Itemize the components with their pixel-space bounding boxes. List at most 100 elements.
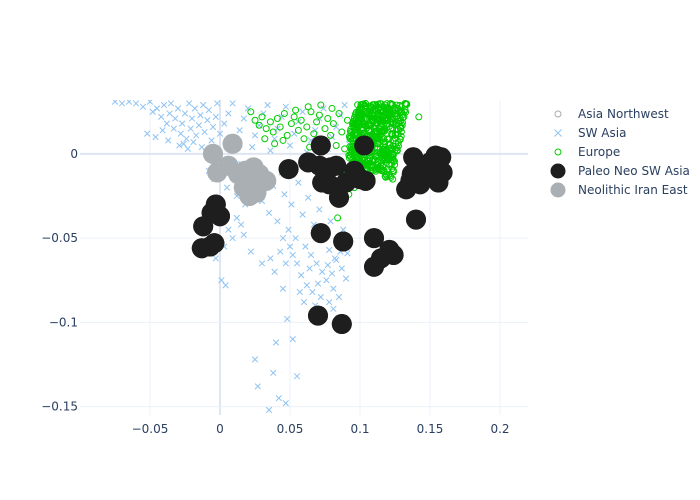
data-point [327, 131, 335, 139]
data-point [365, 159, 373, 167]
data-point [338, 128, 346, 136]
data-point [111, 100, 119, 105]
data-point [396, 125, 404, 133]
data-point [271, 268, 278, 275]
x-tick-label: 0.15 [417, 422, 444, 436]
data-point [312, 127, 319, 134]
data-point [373, 107, 381, 115]
data-point [174, 105, 182, 112]
data-point [368, 103, 376, 111]
data-point [299, 211, 306, 218]
data-point [152, 133, 159, 141]
data-point [200, 101, 207, 109]
data-point [378, 154, 386, 162]
data-point [209, 123, 217, 131]
data-point [286, 142, 294, 149]
data-point [278, 113, 285, 120]
data-point [383, 244, 404, 265]
data-point [149, 108, 156, 115]
data-point [371, 156, 379, 164]
data-point [304, 103, 312, 111]
data-point [331, 314, 352, 335]
data-point [167, 100, 175, 107]
data-point [376, 106, 384, 114]
data-point [313, 118, 321, 126]
data-point [396, 136, 404, 144]
data-point [351, 152, 359, 160]
data-point [386, 172, 394, 180]
data-point [261, 135, 269, 143]
data-point [247, 248, 254, 255]
series-europe-dense [345, 100, 411, 183]
data-point [384, 166, 392, 174]
data-point [380, 113, 388, 121]
data-point [278, 159, 299, 180]
data-point [389, 107, 397, 115]
data-point [183, 135, 190, 142]
data-point [229, 234, 236, 242]
data-point [244, 105, 252, 112]
data-point [225, 110, 232, 117]
data-point [205, 106, 212, 114]
data-point [329, 120, 337, 128]
data-point [176, 142, 183, 149]
data-point [195, 122, 203, 129]
data-point [432, 162, 453, 183]
data-point [240, 115, 247, 122]
data-point [309, 288, 316, 296]
legend-item: SW Asia [554, 126, 626, 140]
y-tick-label: −0.1 [49, 315, 78, 329]
data-point [279, 136, 287, 144]
legend-item: Neolithic Iran East [550, 182, 688, 198]
legend: Asia Northwest SW Asia Europe Paleo Neo SW … [550, 107, 690, 198]
legend-label: Neolithic Iran East [578, 183, 688, 197]
data-point [334, 214, 342, 222]
data-point [297, 116, 305, 124]
data-point [343, 116, 351, 124]
y-axis-ticks: 0 −0.05 −0.1 −0.15 [41, 147, 78, 414]
data-point [377, 159, 385, 167]
data-point [198, 144, 205, 151]
data-point [354, 135, 375, 156]
data-point [413, 167, 433, 188]
data-point [258, 113, 266, 121]
data-point [345, 133, 353, 141]
data-point [260, 110, 267, 117]
data-point [323, 277, 330, 284]
data-point [237, 221, 245, 228]
data-point [190, 138, 197, 146]
legend-label: Europe [578, 145, 620, 159]
data-point [382, 116, 390, 124]
data-point [415, 113, 423, 121]
data-point [144, 130, 151, 137]
legend-marker [550, 163, 566, 179]
data-point [159, 127, 166, 134]
legend-label: Asia Northwest [578, 107, 669, 121]
data-point [303, 123, 311, 131]
data-point [295, 179, 302, 186]
data-point [158, 113, 165, 120]
data-point [274, 218, 281, 225]
data-point [317, 293, 324, 301]
data-point [265, 209, 273, 217]
data-point [258, 260, 266, 267]
data-point [391, 117, 399, 125]
data-point [265, 406, 273, 414]
x-axis-ticks: −0.05 0 0.05 0.1 0.15 0.2 [132, 422, 510, 436]
data-point [166, 110, 173, 117]
data-point [212, 113, 219, 120]
data-point [125, 100, 133, 105]
data-point [362, 103, 370, 111]
legend-item: Asia Northwest [554, 107, 669, 121]
legend-label: Paleo Neo SW Asia [578, 164, 690, 178]
data-point [360, 121, 368, 129]
data-point [380, 168, 388, 176]
data-point [201, 128, 208, 136]
data-point [356, 112, 364, 120]
data-point [308, 305, 328, 326]
data-point [388, 156, 396, 164]
data-point [391, 130, 399, 138]
series-top-neolithic-iran-east [203, 133, 277, 207]
data-point [214, 100, 221, 107]
data-point [277, 248, 284, 255]
